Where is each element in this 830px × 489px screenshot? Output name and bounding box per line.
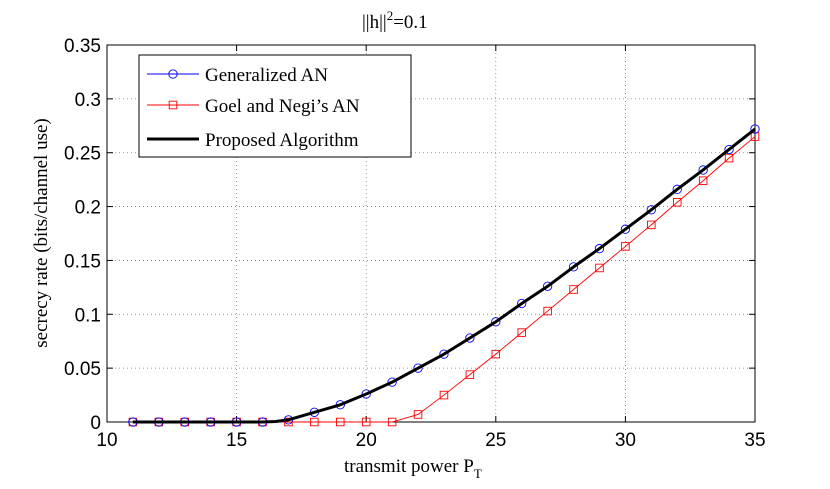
data-point-generalized-an — [672, 184, 682, 194]
y-tick-label: 0.1 — [75, 305, 101, 326]
legend-item-proposed-algorithm: Proposed Algorithm — [147, 130, 359, 151]
data-point-goel-and-negi-s-an — [336, 417, 345, 427]
data-point-generalized-an — [361, 389, 371, 399]
legend-label-proposed-algorithm: Proposed Algorithm — [205, 130, 359, 151]
data-point-goel-and-negi-s-an — [569, 285, 578, 294]
data-point-generalized-an — [387, 377, 397, 387]
data-point-generalized-an — [465, 333, 475, 343]
y-tick-label: 0.2 — [75, 198, 101, 219]
data-point-generalized-an — [491, 317, 501, 327]
data-point-generalized-an — [750, 124, 760, 134]
data-point-goel-and-negi-s-an — [543, 306, 552, 316]
x-axis-label-text: transmit power P — [344, 456, 474, 477]
x-tick-label: 15 — [226, 430, 247, 451]
x-tick-label: 35 — [744, 430, 765, 451]
x-tick-label: 30 — [615, 430, 636, 451]
data-point-goel-and-negi-s-an — [310, 417, 319, 427]
data-point-generalized-an — [646, 205, 656, 215]
data-point-generalized-an — [594, 243, 605, 254]
data-point-goel-and-negi-s-an — [361, 417, 371, 427]
data-point-goel-and-negi-s-an — [465, 370, 475, 379]
data-point-generalized-an — [517, 298, 527, 309]
data-point-goel-and-negi-s-an — [621, 242, 630, 251]
y-tick-label: 0.35 — [64, 36, 101, 57]
y-tick-label: 0.05 — [64, 359, 101, 380]
series-line-goel-and-negi-s-an — [132, 136, 756, 423]
data-point-generalized-an — [439, 349, 449, 359]
data-point-generalized-an — [698, 165, 708, 175]
x-tick-label: 10 — [96, 430, 117, 451]
data-point-goel-and-negi-s-an — [698, 176, 708, 185]
title-suffix: =0.1 — [393, 12, 427, 33]
x-tick-label: 20 — [356, 430, 377, 451]
data-point-goel-and-negi-s-an — [750, 132, 760, 141]
legend-marker-generalized-an — [168, 69, 178, 79]
data-point-goel-and-negi-s-an — [517, 328, 526, 337]
title-main: ||h|| — [362, 12, 387, 33]
data-point-generalized-an — [568, 262, 579, 272]
data-point-goel-and-negi-s-an — [595, 263, 604, 273]
legend-label-generalized-an: Generalized AN — [205, 65, 328, 86]
legend-label-goel-and-negi-s-an: Goel and Negi’s AN — [205, 96, 360, 117]
data-point-generalized-an — [620, 224, 631, 234]
y-axis-label: secrecy rate (bits/channel use) — [31, 118, 52, 347]
svg-text:transmit power PT: transmit power PT — [344, 456, 482, 481]
data-point-goel-and-negi-s-an — [413, 410, 423, 419]
x-axis-label-subscript: T — [474, 466, 482, 481]
x-axis-label: transmit power PT — [344, 456, 482, 481]
data-point-generalized-an — [413, 363, 423, 373]
data-point-goel-and-negi-s-an — [439, 390, 449, 400]
y-tick-label: 0 — [90, 413, 101, 434]
legend-item-goel-and-negi-s-an: Goel and Negi’s AN — [147, 96, 360, 117]
series-proposed-algorithm — [132, 127, 756, 424]
series-goel-and-negi-s-an — [128, 132, 760, 427]
data-point-goel-and-negi-s-an — [672, 198, 682, 207]
data-point-generalized-an — [542, 281, 553, 291]
svg-text:||h||2=0.1: ||h||2=0.1 — [362, 8, 428, 33]
data-point-goel-and-negi-s-an — [724, 153, 734, 163]
x-tick-label: 25 — [485, 430, 506, 451]
legend: Generalized AN Goel and Negi’s AN Proposed… — [138, 54, 412, 158]
data-point-goel-and-negi-s-an — [387, 417, 397, 427]
data-point-goel-and-negi-s-an — [491, 349, 501, 359]
legend-item-generalized-an: Generalized AN — [147, 65, 328, 86]
title-superscript: 2 — [387, 8, 394, 23]
series-layer — [128, 124, 760, 427]
series-generalized-an — [128, 124, 760, 427]
chart-title: ||h||2=0.1 — [362, 8, 428, 33]
series-line-proposed-algorithm — [132, 127, 756, 424]
y-tick-label: 0.15 — [64, 251, 101, 272]
data-point-goel-and-negi-s-an — [647, 220, 656, 230]
plot-frame — [106, 44, 756, 423]
y-tick-label: 0.25 — [64, 144, 101, 165]
data-point-generalized-an — [724, 144, 734, 155]
axis-ticks: 10 15 20 25 30 35 0 0.05 0.1 0.15 0.2 0.25 0.3 0.35 — [64, 36, 766, 451]
legend-marker-goel-and-negi-s-an — [168, 100, 178, 110]
series-line-generalized-an — [132, 128, 756, 423]
y-tick-label: 0.3 — [75, 90, 101, 111]
